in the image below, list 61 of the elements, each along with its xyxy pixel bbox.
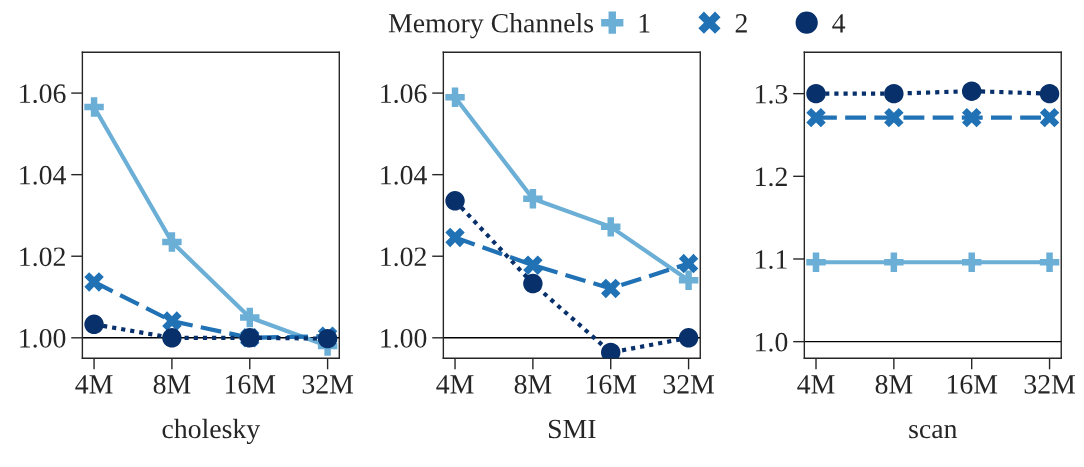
- point: [162, 328, 182, 348]
- y-tick-label: 1.00: [20, 328, 66, 348]
- x-axis-title: SMI: [548, 419, 596, 439]
- x-tick-label: 4M: [436, 375, 474, 394]
- point: [445, 87, 465, 107]
- y-tick-label: 1.02: [20, 247, 65, 267]
- point: [162, 232, 182, 252]
- point: [806, 252, 826, 273]
- point: [601, 217, 621, 237]
- point: [240, 307, 260, 328]
- point: [678, 270, 699, 291]
- point: [523, 255, 543, 275]
- point: [523, 189, 543, 209]
- x-axis-title: cholesky: [162, 418, 261, 445]
- point: [601, 278, 621, 299]
- legend-label: 1: [639, 14, 650, 33]
- point: [961, 252, 982, 273]
- x-tick-label: 4M: [75, 375, 113, 394]
- point: [884, 107, 904, 128]
- point: [806, 83, 826, 104]
- legend-label: 2: [735, 14, 747, 33]
- point: [884, 252, 904, 273]
- y-tick-label: 1.1: [756, 250, 787, 270]
- point: [84, 272, 104, 292]
- point: [678, 328, 699, 348]
- point: [445, 227, 465, 248]
- point: [84, 314, 104, 335]
- y-tick-label: 1.06: [381, 84, 427, 104]
- y-tick-label: 1.2: [756, 167, 787, 187]
- x-tick-label: 32M: [663, 375, 715, 394]
- x-tick-label: 16M: [586, 375, 637, 394]
- point: [1039, 252, 1060, 273]
- point: [523, 273, 543, 294]
- y-tick-label: 1.3: [756, 84, 788, 104]
- x-tick-label: 4M: [797, 375, 835, 394]
- legend-label: 4: [832, 14, 846, 33]
- point: [1039, 83, 1060, 104]
- x-tick-label: 32M: [1024, 375, 1075, 394]
- y-tick-label: 1.02: [381, 247, 426, 267]
- y-tick-label: 1.0: [756, 332, 788, 352]
- point: [678, 253, 699, 274]
- y-tick-label: 1.04: [381, 165, 427, 185]
- x-tick-label: 8M: [153, 374, 191, 394]
- x-tick-label: 8M: [875, 374, 913, 394]
- point: [884, 83, 904, 104]
- point: [84, 97, 104, 117]
- x-tick-label: 16M: [947, 375, 998, 394]
- x-axis-title: scan: [909, 424, 958, 439]
- point: [162, 311, 182, 331]
- y-tick-label: 1.00: [381, 328, 427, 348]
- point: [1039, 107, 1060, 128]
- x-tick-label: 32M: [302, 375, 354, 394]
- point: [806, 107, 826, 128]
- legend-title: Memory Channels: [388, 13, 594, 39]
- x-tick-label: 8M: [514, 374, 552, 394]
- point: [445, 191, 465, 211]
- point: [961, 107, 982, 128]
- point: [961, 81, 982, 101]
- y-tick-label: 1.04: [20, 165, 66, 185]
- x-tick-label: 16M: [225, 375, 276, 394]
- y-tick-label: 1.06: [20, 84, 66, 104]
